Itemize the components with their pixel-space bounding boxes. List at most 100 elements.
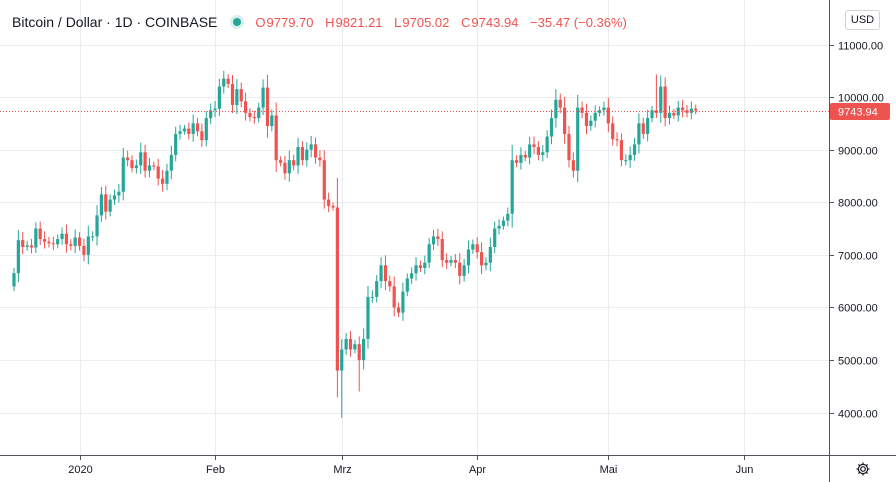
candle [632,137,637,161]
candle-body [143,152,147,171]
candle-body [21,240,25,247]
candle [484,257,488,271]
candle-body [309,144,313,150]
candle [252,110,256,124]
candle [327,192,331,213]
close-value: 9743.94 [471,14,519,30]
candle-body [514,160,519,163]
candle [418,260,423,273]
candle-body [69,244,73,246]
candle [191,114,195,142]
candle-body [169,154,173,171]
candle [392,276,396,317]
candle [646,109,650,142]
candle [160,170,165,192]
candle [466,240,471,274]
candle-body [663,86,667,119]
candle [453,254,457,269]
candle [628,146,632,168]
candle-body [77,237,82,246]
candle-body [292,160,296,166]
price-axis[interactable]: 4000.00 5000.00 6000.00 7000.00 8000.00 9000.… [830,41,884,421]
candle-body [283,162,287,174]
candle [331,202,335,211]
candle [563,96,567,144]
candle [379,257,383,289]
candle [47,236,51,248]
candle-body [414,265,418,274]
candle [414,257,418,281]
candle-body [597,110,602,113]
candle [606,97,610,133]
candle [265,74,270,138]
candle-body [466,249,471,266]
candle-body [580,107,584,113]
candle-body [296,147,300,166]
candle [204,111,208,147]
candle [654,74,658,118]
candle-body [632,144,637,155]
candle-body [453,260,457,263]
candle-body [563,107,567,134]
candle [388,275,392,292]
change-value: −35.47 (−0.36%) [530,14,627,30]
candle-body [602,107,606,111]
candle-body [646,118,650,134]
candle-body [331,205,335,208]
candle-body [401,291,405,313]
market-status-icon[interactable] [233,18,242,26]
candle [685,105,689,118]
candle-body [112,195,117,200]
candle-body [493,228,497,247]
candle [174,126,178,162]
candle [77,232,82,251]
candle [99,186,103,223]
candle [497,219,501,235]
low-label: L [394,14,402,30]
currency-button[interactable]: USD [845,10,880,30]
candle-body [589,120,593,126]
candle [60,227,64,245]
candle-body [313,144,318,158]
candle [554,89,558,128]
candle-body [445,260,449,263]
candle-body [287,160,291,174]
candle-body [82,245,86,255]
candle [624,154,628,166]
gear-icon[interactable] [855,461,871,477]
candle-body [366,296,370,339]
candle [29,238,34,254]
candle-body [654,110,658,113]
candle-body [431,236,436,245]
candle [589,115,593,131]
candle-body [134,165,138,169]
candle-body [554,99,558,119]
candle [21,232,25,255]
candle [305,142,309,167]
candle-body [248,112,252,118]
candle [514,155,519,168]
candle [209,103,213,125]
candle [532,136,536,155]
candle [458,253,462,285]
candle [545,130,549,158]
candle-body [200,131,204,141]
candle-body [532,144,536,148]
candle [558,93,562,114]
candle [519,147,523,170]
ohlc-values: O9779.70 H9821.21 L9705.02 C9743.94 −35.… [255,15,627,30]
candle [296,137,300,174]
candle-body [681,107,685,111]
candle [689,101,693,120]
symbol-title[interactable]: Bitcoin / Dollar · 1D · COINBASE [12,14,218,30]
candle [287,150,291,182]
candle [510,144,514,228]
time-axis[interactable]: 2020 Feb Mrz Apr Mai Jun [68,456,753,476]
y-tick-label: 5000.00 [838,356,878,368]
candle [681,99,685,118]
candle-body [42,239,47,242]
candle [309,135,313,158]
y-tick-label: 10000.00 [838,93,884,105]
candle-body [584,112,589,126]
